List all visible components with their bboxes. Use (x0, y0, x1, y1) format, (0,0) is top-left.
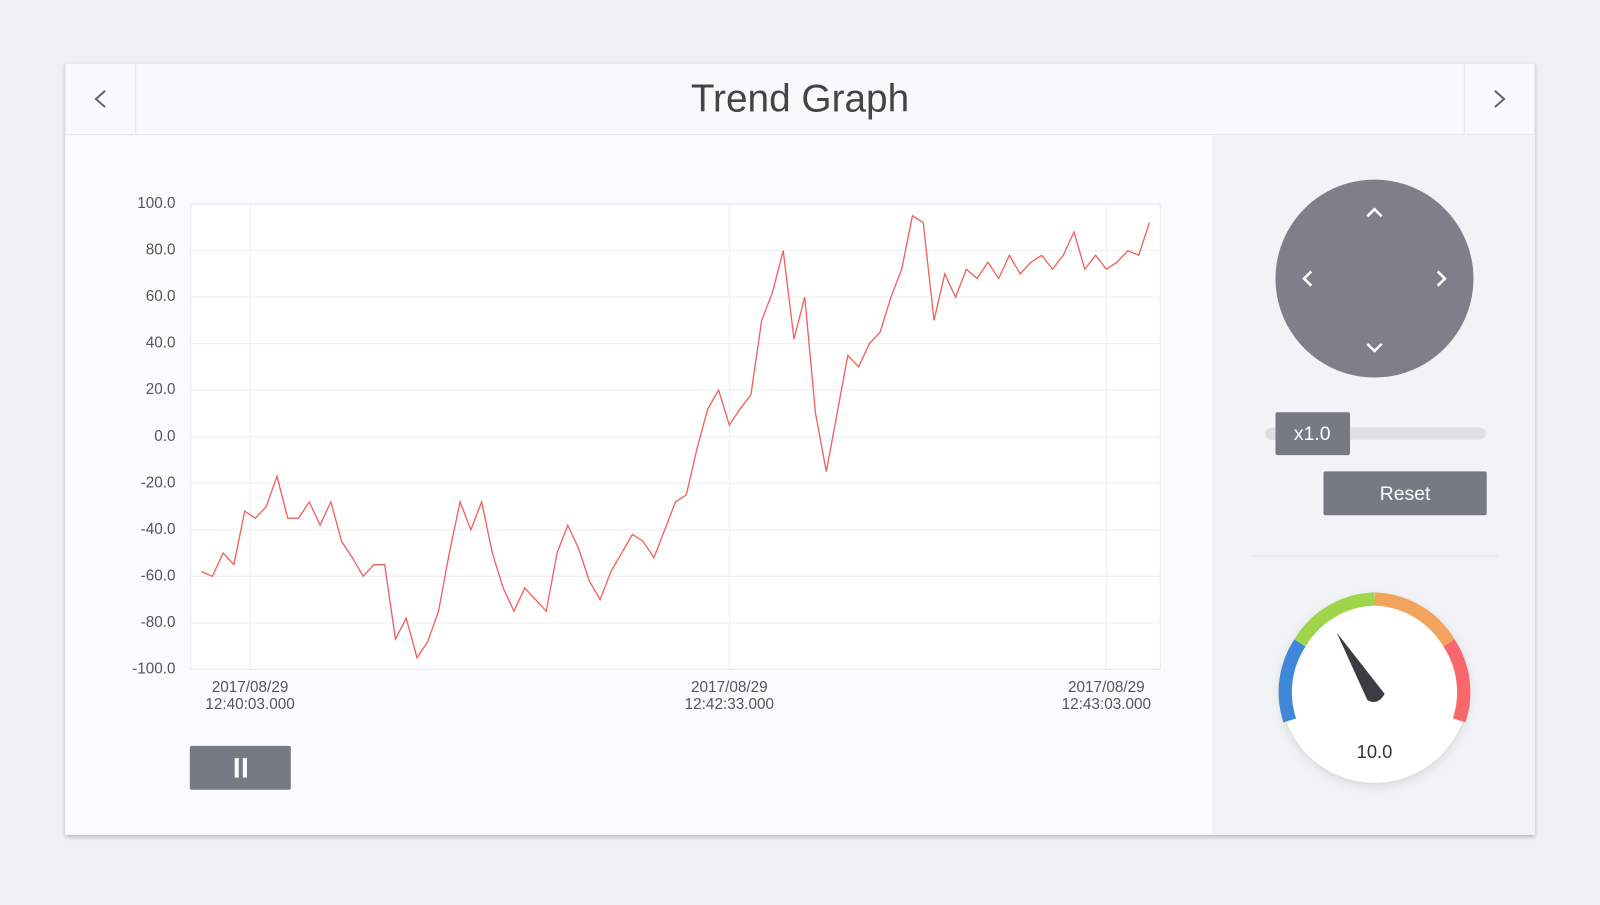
y-tick-label: -80.0 (141, 614, 176, 631)
zoom-label: x1.0 (1294, 423, 1331, 445)
x-tick-label: 2017/08/29 12:43:03.000 (1061, 678, 1152, 714)
reset-label: Reset (1380, 483, 1431, 505)
y-tick-label: 60.0 (146, 288, 176, 305)
gauge-needle (1336, 632, 1385, 703)
reset-button[interactable] (1323, 471, 1487, 516)
y-tick-label: 0.0 (154, 428, 175, 445)
trend-line (201, 214, 1151, 660)
gauge-arc (1278, 592, 1471, 723)
joystick-arrows (1302, 207, 1447, 353)
x-tick-label: 2017/08/29 12:40:03.000 (205, 678, 295, 714)
gauge-value: 10.0 (1357, 741, 1393, 762)
title: Trend Graph (691, 77, 909, 120)
y-tick-label: 40.0 (146, 335, 176, 352)
prev-button[interactable] (94, 90, 106, 108)
y-tick-label: -60.0 (141, 567, 176, 584)
y-tick-label: -40.0 (141, 521, 176, 538)
header (64, 62, 1536, 136)
x-tick-label: 2017/08/29 12:42:33.000 (684, 678, 775, 714)
next-button[interactable] (1494, 90, 1506, 108)
pause-button[interactable] (189, 745, 291, 790)
plot-border (190, 203, 1161, 670)
y-tick-label: -20.0 (141, 474, 176, 491)
pause-icon (234, 758, 239, 778)
y-tick-label: 80.0 (146, 242, 176, 259)
y-tick-label: -100.0 (132, 660, 175, 677)
joystick[interactable] (1275, 179, 1474, 378)
y-tick-label: 20.0 (146, 381, 176, 398)
pause-icon (242, 758, 247, 778)
slider-thumb[interactable] (1275, 412, 1350, 456)
y-tick-label: 100.0 (137, 195, 175, 212)
